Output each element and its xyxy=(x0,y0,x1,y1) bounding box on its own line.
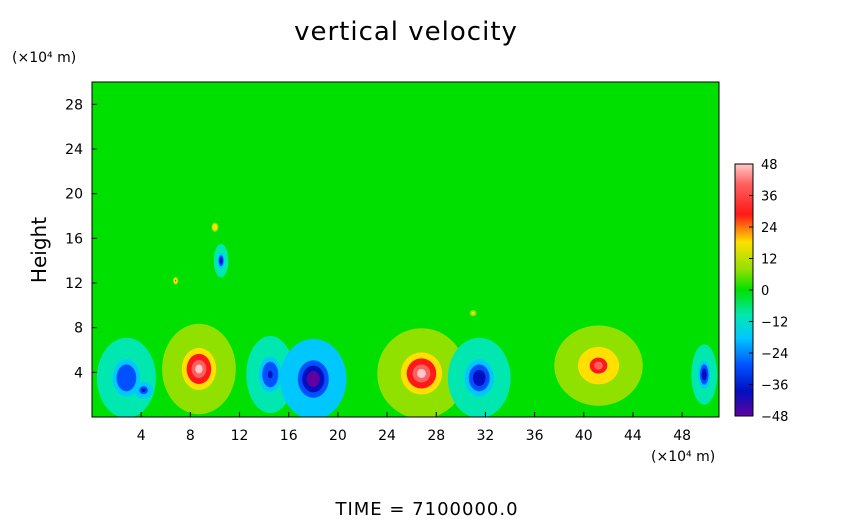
colorbar-tick-label: 24 xyxy=(761,221,778,236)
velocity-cell xyxy=(280,338,347,417)
y-axis-label: Height xyxy=(27,217,51,283)
y-tick-label: 4 xyxy=(74,365,83,381)
velocity-contour xyxy=(220,258,222,263)
colorbar-tick-label: −48 xyxy=(761,410,788,425)
velocity-contour xyxy=(476,373,483,382)
x-unit-label: (×10⁴ m) xyxy=(651,449,715,465)
x-tick-label: 4 xyxy=(137,428,146,444)
velocity-contour xyxy=(123,373,130,382)
colorbar-tick-label: −24 xyxy=(761,347,788,362)
velocity-contour xyxy=(175,279,177,282)
colorbar: 48 36 24 12 0 −12 −24 −36 −48 xyxy=(734,158,788,425)
velocity-contour xyxy=(142,389,145,392)
velocity-contour xyxy=(267,370,273,379)
x-tick-label: 28 xyxy=(427,428,445,444)
x-tick-label: 36 xyxy=(526,428,544,444)
x-tick-label: 32 xyxy=(476,428,494,444)
colorbar-tick-label: 48 xyxy=(761,158,778,173)
y-tick-label: 16 xyxy=(65,231,83,247)
x-tick-label: 8 xyxy=(186,428,195,444)
velocity-cell xyxy=(447,337,511,417)
velocity-cell xyxy=(246,336,295,414)
y-tick-label: 20 xyxy=(65,187,83,203)
velocity-cell xyxy=(377,328,466,417)
velocity-cell xyxy=(170,272,182,290)
time-footer: TIME = 7100000.0 xyxy=(334,499,518,519)
velocity-contour xyxy=(594,361,603,370)
plot-frame xyxy=(91,81,720,418)
velocity-cell xyxy=(554,325,643,406)
y-tick-label: 12 xyxy=(65,276,83,292)
velocity-contour xyxy=(702,371,706,378)
chart-title: vertical velocity xyxy=(294,17,518,47)
y-tick-label: 8 xyxy=(74,321,83,337)
velocity-cell xyxy=(207,217,223,238)
velocity-contour xyxy=(417,368,426,378)
y-unit-label: (×10⁴ m) xyxy=(12,50,76,66)
velocity-cell xyxy=(96,337,156,417)
x-tick-label: 12 xyxy=(231,428,249,444)
x-ticks: 4 8 12 16 20 24 28 32 36 40 44 48 xyxy=(137,412,691,444)
features-layer xyxy=(96,217,718,417)
x-tick-label: 16 xyxy=(280,428,298,444)
x-tick-label: 48 xyxy=(673,428,691,444)
velocity-cell xyxy=(213,243,229,278)
plot-area xyxy=(91,81,720,418)
velocity-cell xyxy=(465,306,481,320)
x-tick-label: 20 xyxy=(329,428,347,444)
velocity-contour xyxy=(195,364,203,374)
colorbar-tick-label: 12 xyxy=(761,253,778,268)
colorbar-tick-label: 0 xyxy=(761,284,769,299)
colorbar-tick-label: −12 xyxy=(761,316,788,331)
velocity-contour xyxy=(214,226,216,229)
x-tick-label: 44 xyxy=(624,428,642,444)
x-tick-label: 40 xyxy=(575,428,593,444)
y-tick-label: 24 xyxy=(65,142,83,158)
colorbar-ticks: 48 36 24 12 0 −12 −24 −36 −48 xyxy=(749,158,788,425)
y-tick-label: 28 xyxy=(65,97,83,113)
velocity-cell xyxy=(691,344,718,405)
x-tick-label: 24 xyxy=(378,428,396,444)
colorbar-tick-label: 36 xyxy=(761,190,778,205)
colorbar-tick-label: −36 xyxy=(761,379,788,394)
velocity-cell xyxy=(134,381,153,399)
velocity-contour xyxy=(472,312,474,314)
velocity-cell xyxy=(162,323,236,415)
y-ticks: 4 8 12 16 20 24 28 xyxy=(65,97,97,381)
velocity-contour xyxy=(309,375,317,384)
